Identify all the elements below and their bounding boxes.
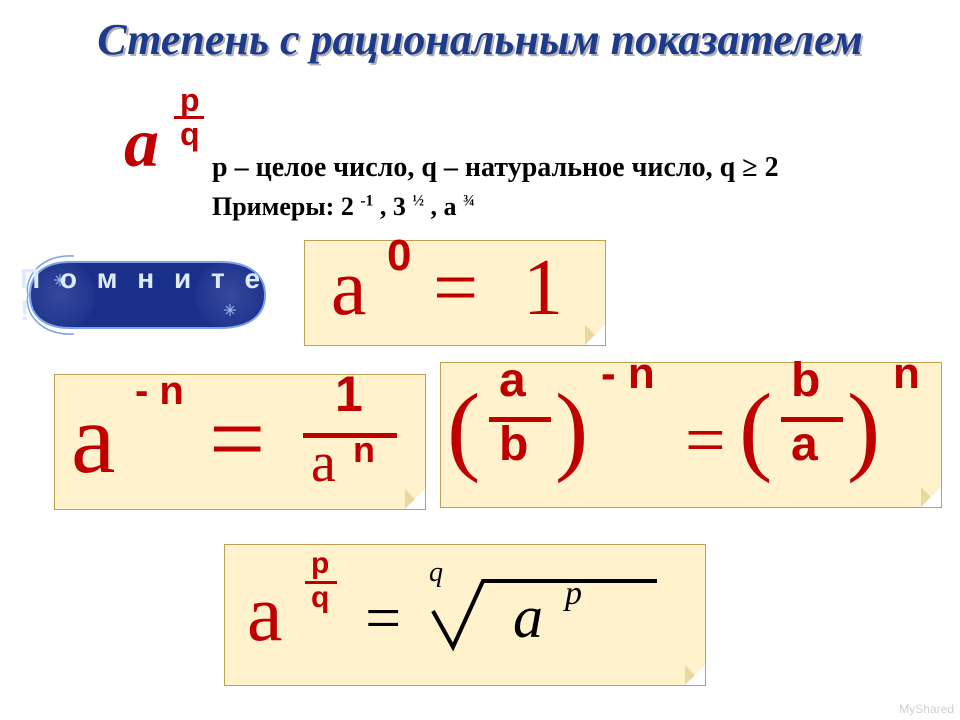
b2-minus-n: - n <box>135 369 184 414</box>
b3-minus-n: - n <box>601 349 655 399</box>
radical-icon <box>425 569 665 659</box>
exp-p: p <box>180 82 200 119</box>
b3-eq: = <box>685 399 726 482</box>
ex-2: , 3 <box>373 192 412 221</box>
b3-b-bot: b <box>499 417 528 472</box>
b1-a: a <box>331 243 367 334</box>
base-a: a <box>124 104 159 184</box>
b4-p: p <box>311 547 329 581</box>
b3-rparen-1: ) <box>555 371 588 486</box>
b3-lparen-1: ( <box>447 371 480 486</box>
b3-rparen-2: ) <box>847 371 880 486</box>
page-fold-icon <box>585 325 605 345</box>
ex-3: ½ <box>412 192 424 209</box>
b1-eq: = <box>433 243 478 334</box>
examples-prefix: Примеры: <box>212 192 341 221</box>
b1-zero: 0 <box>387 231 411 281</box>
exp-q: q <box>180 116 200 153</box>
watermark: MyShared <box>899 702 954 716</box>
examples-text: Примеры: 2 -1 , 3 ½ , а ¾ <box>212 192 475 222</box>
b3-a-bot: a <box>791 417 818 472</box>
definition-text: р – целое число, q – натуральное число, … <box>212 152 779 184</box>
ex-5: ¾ <box>463 192 475 209</box>
ex-0: 2 <box>341 192 361 221</box>
b4-eq: = <box>361 581 404 655</box>
b2-n-denom: n <box>353 429 375 471</box>
formula-box-root: a p q = q a p <box>224 544 706 686</box>
slide-title: Степень с рациональным показателем <box>0 14 960 65</box>
b3-a-top: a <box>499 353 526 408</box>
b4-p-inner: p <box>565 575 582 613</box>
page-fold-icon <box>685 665 705 685</box>
b3-lparen-2: ( <box>739 371 772 486</box>
b3-b-top: b <box>791 353 820 408</box>
page-fold-icon <box>921 487 941 507</box>
remember-label: П о м н и т е ! <box>20 250 270 340</box>
formula-box-fraction-neg-exp: ( a b ) - n = ( b a ) n <box>440 362 942 508</box>
ex-1: -1 <box>360 192 373 209</box>
formula-box-a0: a 0 = 1 <box>304 240 606 346</box>
b2-a: a <box>71 381 115 496</box>
b2-one: 1 <box>335 365 363 423</box>
b4-a: a <box>247 569 283 660</box>
formula-box-neg-exp: a - n = 1 a n <box>54 374 426 510</box>
b1-one: 1 <box>523 243 563 334</box>
b2-a-denom: a <box>311 431 336 495</box>
b2-eq: = <box>209 381 265 496</box>
ex-4: , а <box>424 192 463 221</box>
remember-banner: П о м н и т е ! <box>20 250 270 340</box>
b4-a-inner: a <box>513 583 543 652</box>
slide: Степень с рациональным показателем a p q… <box>0 0 960 720</box>
b4-q: q <box>311 581 329 615</box>
page-fold-icon <box>405 489 425 509</box>
b3-n: n <box>893 349 920 399</box>
